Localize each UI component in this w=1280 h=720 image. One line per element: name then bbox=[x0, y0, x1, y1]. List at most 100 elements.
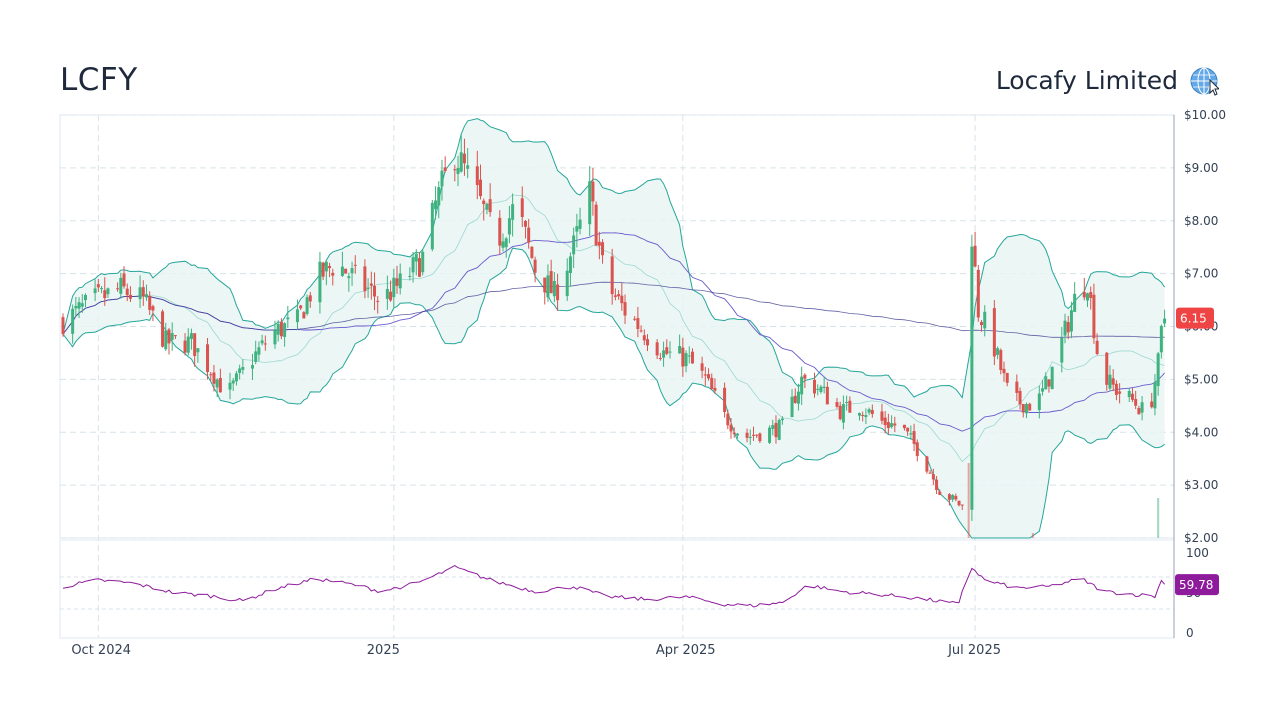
candle-body bbox=[170, 333, 174, 340]
candle-body bbox=[597, 241, 601, 246]
candle-body bbox=[768, 427, 772, 443]
candle-body bbox=[96, 284, 100, 288]
candle-body bbox=[74, 305, 78, 309]
candle-body bbox=[912, 431, 916, 444]
candle-body bbox=[459, 152, 463, 172]
candle-body bbox=[976, 269, 980, 318]
candle-body bbox=[507, 218, 511, 235]
candle-body bbox=[938, 491, 942, 495]
candle-body bbox=[324, 261, 328, 272]
rsi-panel-frame bbox=[59, 539, 1175, 639]
candle-body bbox=[1089, 292, 1093, 298]
candle-body bbox=[61, 317, 65, 335]
candle-body bbox=[321, 262, 325, 277]
candle-body bbox=[723, 387, 727, 412]
candle-body bbox=[992, 308, 996, 357]
company-name: Locafy Limited bbox=[995, 66, 1178, 95]
candle-body bbox=[369, 283, 373, 286]
candle-body bbox=[257, 347, 261, 355]
candle-body bbox=[864, 415, 868, 418]
candle-body bbox=[713, 387, 717, 391]
candle-body bbox=[755, 434, 759, 436]
candle-body bbox=[668, 351, 672, 353]
candle-body bbox=[774, 423, 778, 438]
candle-body bbox=[276, 323, 280, 335]
candle-body bbox=[196, 348, 200, 353]
candle-body bbox=[825, 386, 829, 405]
candle-body bbox=[700, 363, 704, 371]
candle-body bbox=[947, 494, 951, 500]
candle-body bbox=[344, 268, 348, 274]
candle-body bbox=[915, 442, 919, 456]
candle-body bbox=[283, 323, 287, 337]
ticker-symbol: LCFY bbox=[60, 62, 138, 98]
candle-body bbox=[125, 288, 129, 296]
candle-body bbox=[861, 414, 865, 416]
candle-body bbox=[1163, 318, 1167, 324]
candle-body bbox=[302, 312, 306, 319]
candle-body bbox=[565, 270, 569, 297]
candle-body bbox=[1095, 340, 1099, 355]
candle-body bbox=[1037, 393, 1041, 411]
candle-body bbox=[347, 276, 351, 279]
candle-body bbox=[373, 285, 377, 297]
candle-body bbox=[215, 379, 219, 388]
candle-body bbox=[520, 198, 524, 217]
candle-body bbox=[951, 495, 955, 500]
candle-body bbox=[707, 374, 711, 379]
candle-body bbox=[398, 273, 402, 289]
candle-body bbox=[970, 246, 974, 510]
candle-body bbox=[588, 181, 592, 225]
candle-body bbox=[1028, 403, 1032, 411]
candle-body bbox=[771, 425, 775, 429]
candle-body bbox=[299, 305, 303, 309]
candle-body bbox=[1063, 320, 1067, 336]
candle-body bbox=[475, 166, 479, 186]
candle-body bbox=[100, 288, 104, 290]
candle-body bbox=[732, 432, 736, 435]
candle-body bbox=[173, 335, 177, 337]
candle-body bbox=[572, 235, 576, 255]
candle-body bbox=[623, 302, 627, 316]
candle-body bbox=[1060, 337, 1064, 363]
date-tick-label: Oct 2024 bbox=[71, 643, 131, 658]
candle-body bbox=[228, 382, 232, 390]
moving-averages bbox=[62, 232, 1165, 432]
globe-icon[interactable] bbox=[1189, 66, 1219, 96]
candle-body bbox=[504, 238, 508, 248]
candle-body bbox=[421, 251, 425, 273]
candle-body bbox=[857, 413, 861, 416]
candle-body bbox=[684, 353, 688, 367]
candle-body bbox=[479, 179, 483, 197]
price-tick-label: $2.00 bbox=[1184, 531, 1218, 545]
candle-body bbox=[141, 287, 145, 297]
candle-body bbox=[957, 500, 961, 506]
candle-body bbox=[620, 295, 624, 304]
last-rsi-tag bbox=[1175, 574, 1219, 596]
candle-body bbox=[1044, 376, 1048, 390]
candle-body bbox=[308, 295, 312, 302]
candle-body bbox=[462, 153, 466, 164]
price-tick-label: $9.00 bbox=[1184, 161, 1218, 175]
price-tick-label: $5.00 bbox=[1184, 372, 1218, 386]
candle-body bbox=[1021, 403, 1025, 413]
candle-body bbox=[437, 187, 441, 206]
candle-body bbox=[687, 355, 691, 357]
candle-body bbox=[80, 303, 84, 307]
candle-body bbox=[385, 288, 389, 299]
candle-body bbox=[286, 317, 290, 320]
candle-body bbox=[1140, 402, 1144, 413]
last-price-tag bbox=[1176, 307, 1214, 329]
candle-body bbox=[1105, 352, 1109, 385]
candle-body bbox=[1002, 368, 1006, 374]
candle-body bbox=[751, 434, 755, 436]
candle-body bbox=[980, 322, 984, 326]
candle-body bbox=[838, 405, 842, 420]
candle-body bbox=[241, 367, 245, 370]
candle-body bbox=[411, 257, 415, 273]
candle-body bbox=[1118, 391, 1122, 394]
price-tick-label: $7.00 bbox=[1184, 267, 1218, 281]
volume-bar bbox=[1157, 498, 1160, 538]
price-tick-label: $8.00 bbox=[1184, 214, 1218, 228]
